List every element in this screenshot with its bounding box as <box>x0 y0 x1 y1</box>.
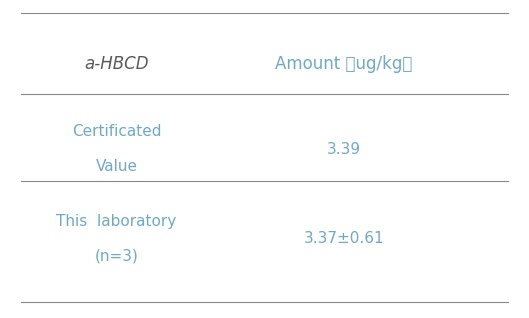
Text: Amount （ug/kg）: Amount （ug/kg） <box>275 55 413 73</box>
Text: Value: Value <box>95 159 138 175</box>
Text: 3.37±0.61: 3.37±0.61 <box>304 231 384 246</box>
Text: (n=3): (n=3) <box>95 248 138 264</box>
Text: This  laboratory: This laboratory <box>56 213 177 229</box>
Text: a-HBCD: a-HBCD <box>84 55 149 73</box>
Text: 3.39: 3.39 <box>327 142 361 157</box>
Text: Certificated: Certificated <box>71 124 161 140</box>
